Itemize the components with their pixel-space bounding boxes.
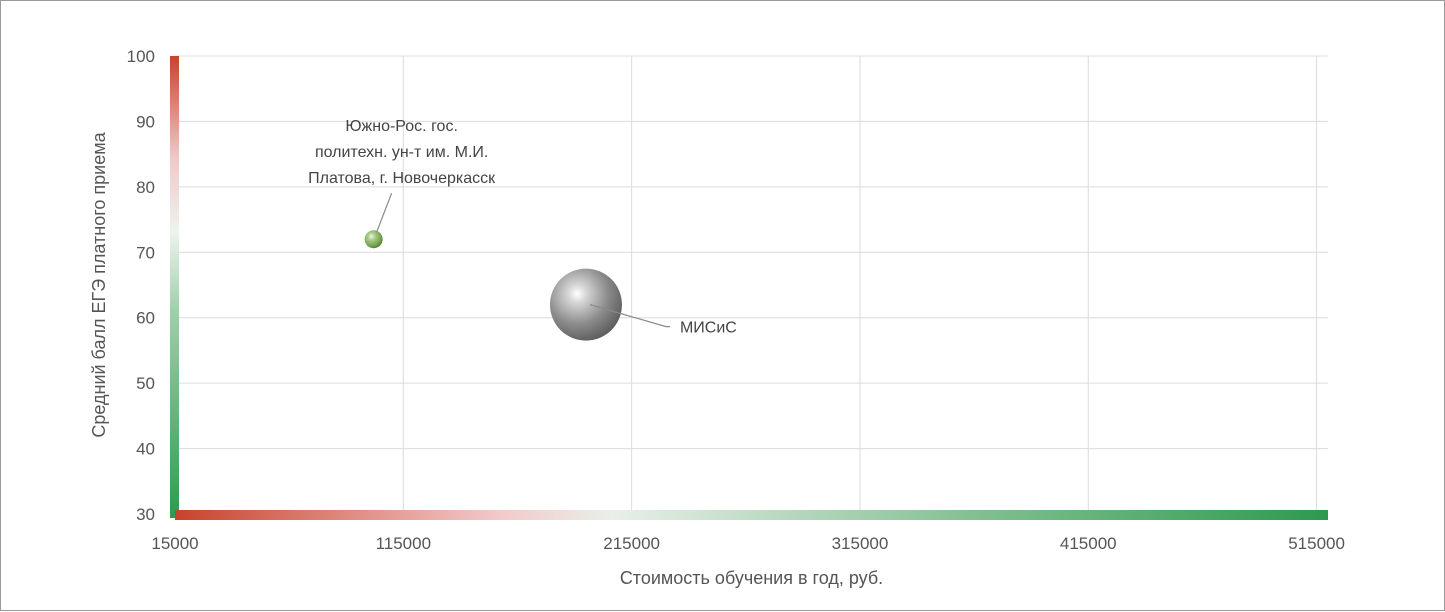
x-tick-label: 215000 xyxy=(603,534,660,553)
x-tick-label: 315000 xyxy=(832,534,889,553)
bubble-label: МИСиС xyxy=(680,320,737,337)
x-axis-bar xyxy=(175,510,1328,520)
x-tick-label: 115000 xyxy=(376,534,431,553)
x-axis-title: Стоимость обучения в год, руб. xyxy=(620,568,883,588)
y-tick-label: 70 xyxy=(136,243,155,262)
x-tick-label: 515000 xyxy=(1288,534,1345,553)
x-tick-label: 15000 xyxy=(151,534,198,553)
bubble-label: Платова, г. Новочеркасск xyxy=(308,170,496,187)
y-axis-bar xyxy=(170,56,179,518)
y-tick-label: 90 xyxy=(136,112,155,131)
bubble-leader-line xyxy=(589,304,670,328)
y-tick-label: 100 xyxy=(127,47,155,66)
bubble-label: Южно-Рос. гос. xyxy=(345,118,458,135)
y-tick-label: 40 xyxy=(136,440,155,459)
y-tick-label: 60 xyxy=(136,309,155,328)
bubble-point xyxy=(549,268,622,341)
y-tick-label: 30 xyxy=(136,505,155,524)
x-tick-label: 415000 xyxy=(1060,534,1117,553)
bubble-leader-line xyxy=(376,192,393,233)
y-tick-label: 50 xyxy=(136,374,155,393)
y-tick-label: 80 xyxy=(136,178,155,197)
bubble-label: политехн. ун-т им. М.И. xyxy=(315,144,488,161)
y-axis-title: Средний балл ЕГЭ платного приема xyxy=(89,131,109,437)
bubble-point xyxy=(364,230,383,249)
